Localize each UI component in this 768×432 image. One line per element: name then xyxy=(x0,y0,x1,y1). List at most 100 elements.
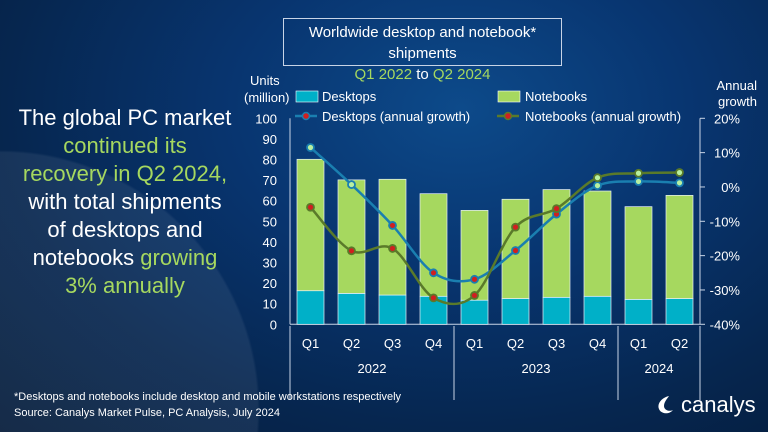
legend-notebooks: Notebooks xyxy=(525,89,588,104)
bar-desktops xyxy=(501,298,530,325)
notebook-growth-point xyxy=(511,222,520,232)
x-tick-label: Q2 xyxy=(507,336,524,351)
bar-notebooks xyxy=(460,210,489,301)
x-tick-label: Q1 xyxy=(630,336,647,351)
headline-word: growing xyxy=(140,245,218,270)
bar-notebooks xyxy=(419,193,448,297)
right-tick-label: -30% xyxy=(710,283,741,298)
title-end: Q2 2024 xyxy=(432,66,491,83)
bar-notebooks xyxy=(296,158,325,292)
footnote-text: *Desktops and notebooks include desktop … xyxy=(14,391,402,403)
notebook-growth-point xyxy=(306,202,315,212)
bar-desktops xyxy=(460,299,489,325)
legend-desktops: Desktops xyxy=(322,89,377,104)
x-tick-label: Q4 xyxy=(425,336,442,351)
desktop-growth-point xyxy=(347,180,356,189)
chart-title: Worldwide desktop and notebook* shipment… xyxy=(283,18,562,83)
logo-text: canalys xyxy=(681,392,756,417)
legend-notebook-growth: Notebooks (annual growth) xyxy=(525,109,681,124)
source-text: Source: Canalys Market Pulse, PC Analysi… xyxy=(14,407,280,419)
desktop-growth-point xyxy=(306,143,315,152)
headline-line: recovery in Q2 2024, xyxy=(22,161,228,186)
desktop-growth-point xyxy=(675,178,684,188)
canalys-logo-icon xyxy=(658,396,673,414)
notebook-growth-point xyxy=(675,168,684,177)
left-tick-label: 90 xyxy=(263,132,277,147)
x-tick-label: Q1 xyxy=(466,336,483,351)
right-tick-label: 20% xyxy=(714,111,740,126)
right-tick-label: -20% xyxy=(710,249,741,264)
notebook-growth-line xyxy=(309,171,680,306)
right-tick-label: 0% xyxy=(721,180,740,195)
left-tick-label: 70 xyxy=(263,173,277,188)
bar-desktops xyxy=(624,299,653,325)
x-tick-label: Q2 xyxy=(671,336,688,351)
notebook-growth-point xyxy=(470,291,479,300)
headline-word: notebooks xyxy=(32,245,141,270)
title-line1: Worldwide desktop and notebook* shipment… xyxy=(308,24,537,62)
bar-desktops xyxy=(378,294,407,325)
x-tick-label: Q3 xyxy=(384,336,401,351)
desktop-growth-point xyxy=(429,268,438,278)
legend-notebooks-swatch xyxy=(497,90,521,103)
left-tick-label: 80 xyxy=(263,153,277,168)
headline-line: continued its xyxy=(63,133,187,158)
bar-notebooks xyxy=(624,206,653,300)
bar-desktops xyxy=(665,298,694,325)
left-tick-label: 10 xyxy=(263,297,277,312)
left-axis-title-1: Units xyxy=(250,73,280,88)
headline-line: of desktops and xyxy=(47,217,203,242)
left-tick-label: 100 xyxy=(255,111,277,126)
desktop-growth-line xyxy=(309,146,680,283)
canalys-logo: canalys xyxy=(655,392,756,418)
right-axis-title-2: growth xyxy=(718,94,757,109)
x-tick-label: Q4 xyxy=(589,336,606,351)
headline-line: 3% annually xyxy=(65,273,185,298)
desktop-growth-point xyxy=(470,274,479,284)
notebook-growth-point xyxy=(593,173,602,183)
title-start: Q1 2022 xyxy=(354,66,413,83)
bar-desktops xyxy=(583,295,612,325)
headline: The global PC market continued its recov… xyxy=(0,104,250,300)
left-tick-label: 60 xyxy=(263,194,277,209)
right-tick-label: -40% xyxy=(710,317,741,332)
left-tick-label: 40 xyxy=(263,235,277,250)
x-tick-label: Q1 xyxy=(302,336,319,351)
notebook-growth-point xyxy=(552,204,561,213)
bar-desktops xyxy=(542,296,571,325)
footnote: *Desktops and notebooks include desktop … xyxy=(14,389,401,421)
legend-desktops-swatch xyxy=(295,90,319,103)
desktop-growth-point xyxy=(593,181,602,190)
legend-desktop-growth-marker xyxy=(301,111,311,121)
bar-notebooks xyxy=(337,179,366,294)
right-tick-label: 10% xyxy=(714,146,740,161)
year-label: 2024 xyxy=(645,361,674,376)
left-axis-title-2: (million) xyxy=(244,90,290,105)
left-tick-label: 50 xyxy=(263,214,277,229)
left-tick-label: 20 xyxy=(263,276,277,291)
legend-notebook-growth-marker xyxy=(503,111,513,121)
title-to: to xyxy=(412,66,433,83)
year-label: 2022 xyxy=(358,361,387,376)
x-tick-label: Q2 xyxy=(343,336,360,351)
headline-line: notebooks growing xyxy=(0,244,250,272)
headline-line: with total shipments xyxy=(28,189,222,214)
bar-desktops xyxy=(296,290,325,325)
notebook-growth-point xyxy=(388,244,397,253)
right-axis-title-1: Annual xyxy=(717,78,758,93)
desktop-growth-point xyxy=(388,221,397,230)
left-tick-label: 30 xyxy=(263,256,277,271)
desktop-growth-point xyxy=(634,177,643,186)
notebook-growth-point xyxy=(634,168,643,178)
right-tick-label: -10% xyxy=(710,214,741,229)
notebook-growth-point xyxy=(429,293,438,303)
left-tick-label: 0 xyxy=(270,317,277,332)
title-line2: Q1 2022 to Q2 2024 xyxy=(284,64,561,85)
legend-desktop-growth: Desktops (annual growth) xyxy=(322,109,470,124)
x-tick-label: Q3 xyxy=(548,336,565,351)
bar-notebooks xyxy=(583,190,612,297)
notebook-growth-point xyxy=(347,246,356,256)
headline-line: The global PC market xyxy=(18,105,232,130)
